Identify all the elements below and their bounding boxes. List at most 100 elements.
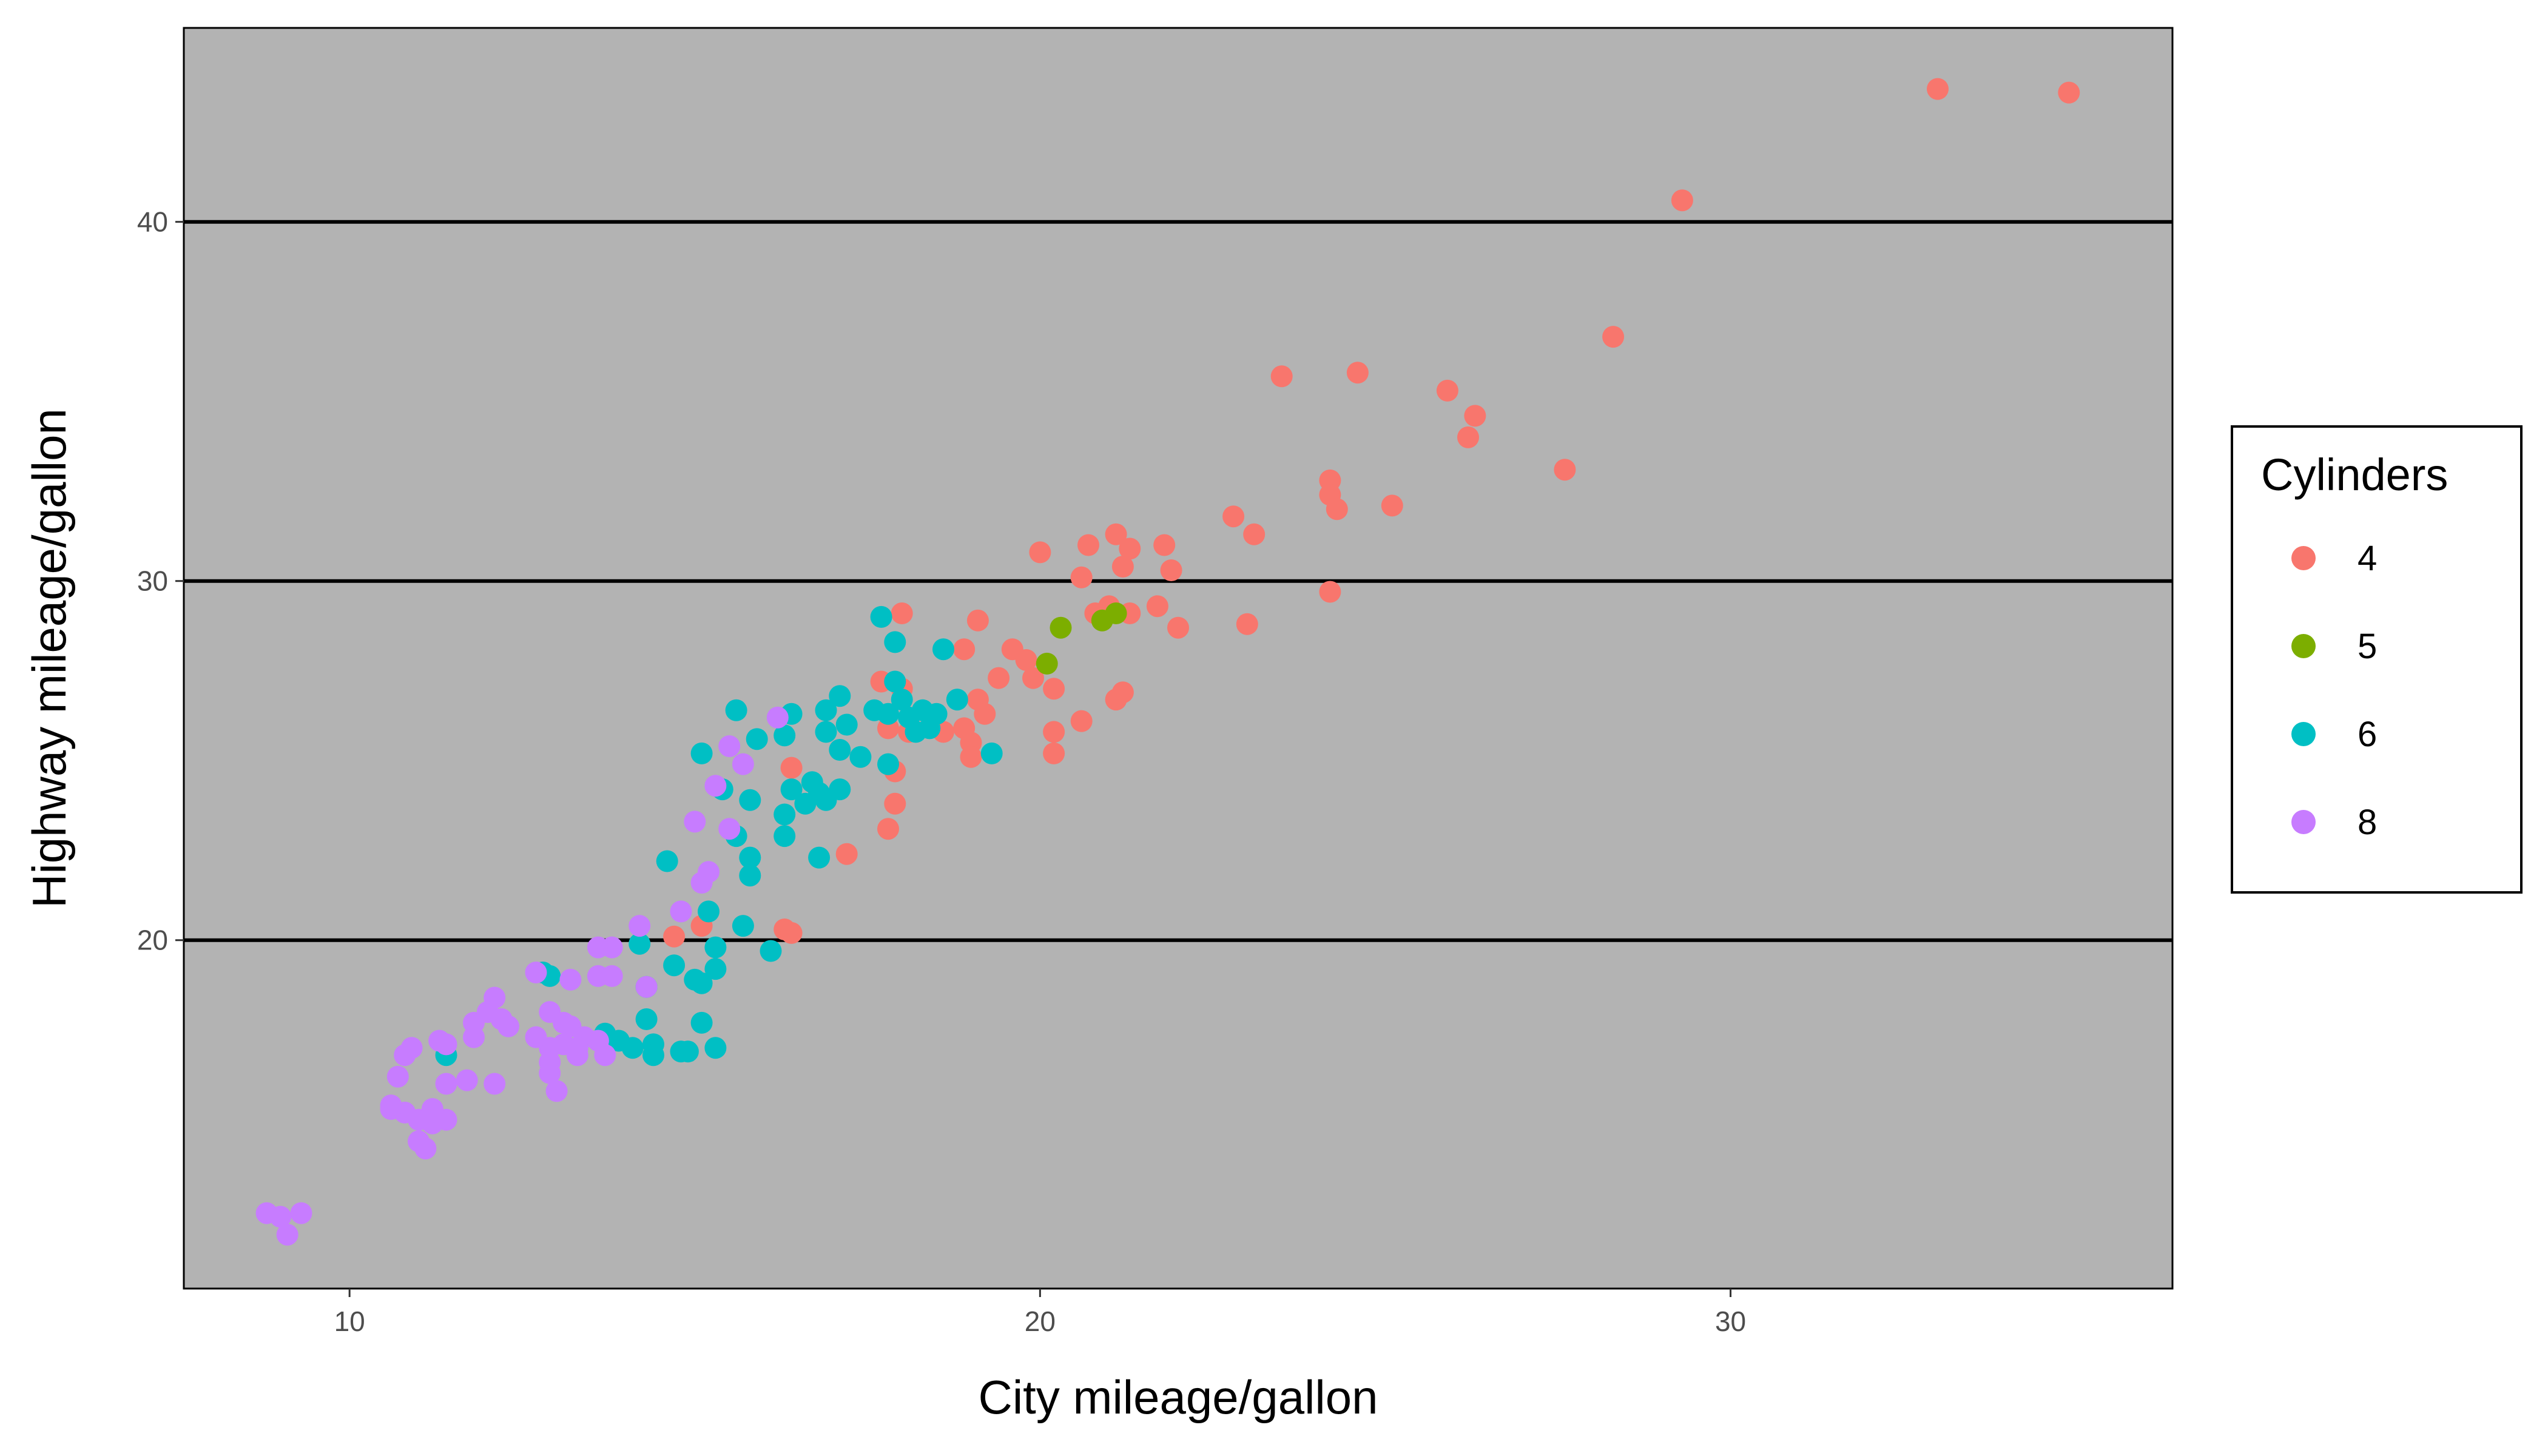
data-point <box>718 818 741 840</box>
data-point <box>732 753 754 775</box>
data-point <box>635 976 658 998</box>
data-point <box>594 1044 616 1067</box>
data-point <box>704 958 727 980</box>
data-point <box>835 843 858 865</box>
data-point <box>1457 426 1479 448</box>
data-point <box>1270 365 1293 388</box>
x-tick-label-30: 30 <box>1715 1306 1746 1337</box>
data-point <box>635 1008 658 1030</box>
data-point <box>690 742 713 764</box>
data-point <box>877 703 899 725</box>
series-5 <box>1036 602 1127 675</box>
data-point <box>269 1205 292 1228</box>
data-point <box>1436 379 1458 402</box>
data-point <box>435 1073 457 1095</box>
data-points <box>255 78 2080 1246</box>
legend-label-6: 6 <box>2358 715 2377 754</box>
x-axis-title: City mileage/gallon <box>978 1370 1378 1424</box>
legend-label-4: 4 <box>2358 539 2377 578</box>
y-tick-label-40: 40 <box>137 206 168 238</box>
data-point <box>1464 405 1486 427</box>
data-point <box>884 631 906 653</box>
data-point <box>1077 534 1099 556</box>
data-point <box>884 792 906 815</box>
gridlines <box>184 220 2172 942</box>
legend-items: 4 5 6 8 <box>2291 539 2377 842</box>
data-point <box>484 1073 506 1095</box>
data-point <box>1160 559 1182 581</box>
legend-key-8 <box>2291 810 2316 834</box>
data-point <box>380 1098 402 1120</box>
data-point <box>725 699 747 721</box>
data-point <box>698 900 720 923</box>
data-point <box>1050 616 1072 639</box>
data-point <box>414 1138 437 1160</box>
plot-panel <box>184 28 2172 1289</box>
data-point <box>849 746 872 768</box>
data-point <box>670 900 692 923</box>
data-point <box>539 1062 561 1084</box>
data-point <box>525 1026 547 1048</box>
data-point <box>739 846 761 869</box>
data-point <box>601 965 623 987</box>
data-point <box>704 936 727 959</box>
data-point <box>1070 710 1093 732</box>
data-point <box>829 685 851 707</box>
data-point <box>704 775 727 797</box>
y-axis: 20 30 40 <box>137 206 184 956</box>
data-point <box>1326 498 1348 521</box>
y-tick-label-30: 30 <box>137 565 168 597</box>
data-point <box>1319 581 1341 603</box>
data-point <box>891 602 913 624</box>
data-point <box>566 1044 588 1067</box>
data-point <box>835 713 858 736</box>
data-point <box>780 922 803 944</box>
legend-item-8: 8 <box>2291 803 2377 842</box>
data-point <box>1346 362 1369 384</box>
data-point <box>456 1069 478 1091</box>
data-point <box>808 846 831 869</box>
legend: Cylinders 4 5 6 8 <box>2231 425 2523 894</box>
data-point <box>690 872 713 894</box>
data-point <box>988 667 1010 689</box>
data-point <box>780 757 803 779</box>
data-point <box>774 803 796 826</box>
data-point <box>877 753 899 775</box>
data-point <box>815 699 837 721</box>
data-point <box>884 670 906 693</box>
data-point <box>1927 78 1949 100</box>
data-point <box>829 739 851 761</box>
data-point <box>690 1011 713 1034</box>
data-point <box>435 1033 457 1056</box>
data-point <box>932 638 954 661</box>
data-point <box>918 717 941 740</box>
data-point <box>746 728 768 750</box>
data-point <box>774 724 796 747</box>
data-point <box>1036 652 1058 675</box>
data-point <box>1671 189 1693 212</box>
data-point <box>739 789 761 811</box>
data-point <box>877 818 899 840</box>
data-point <box>1105 602 1127 624</box>
y-tick-label-20: 20 <box>137 925 168 956</box>
data-point <box>1167 616 1189 639</box>
y-axis-title: Highway mileage/gallon <box>22 408 76 908</box>
data-point <box>290 1202 312 1224</box>
data-point <box>760 940 782 962</box>
data-point <box>642 1044 664 1067</box>
data-point <box>980 742 1003 764</box>
data-point <box>463 1026 485 1048</box>
legend-item-5: 5 <box>2291 627 2377 666</box>
data-point <box>960 746 982 768</box>
data-point <box>1029 541 1051 564</box>
data-point <box>794 792 817 815</box>
data-point <box>690 972 713 994</box>
data-point <box>629 932 651 955</box>
data-point <box>1015 649 1037 671</box>
legend-item-6: 6 <box>2291 715 2377 754</box>
data-point <box>2058 81 2080 104</box>
data-point <box>1236 613 1258 635</box>
data-point <box>676 1040 699 1063</box>
legend-key-6 <box>2291 722 2316 746</box>
data-point <box>891 689 913 711</box>
